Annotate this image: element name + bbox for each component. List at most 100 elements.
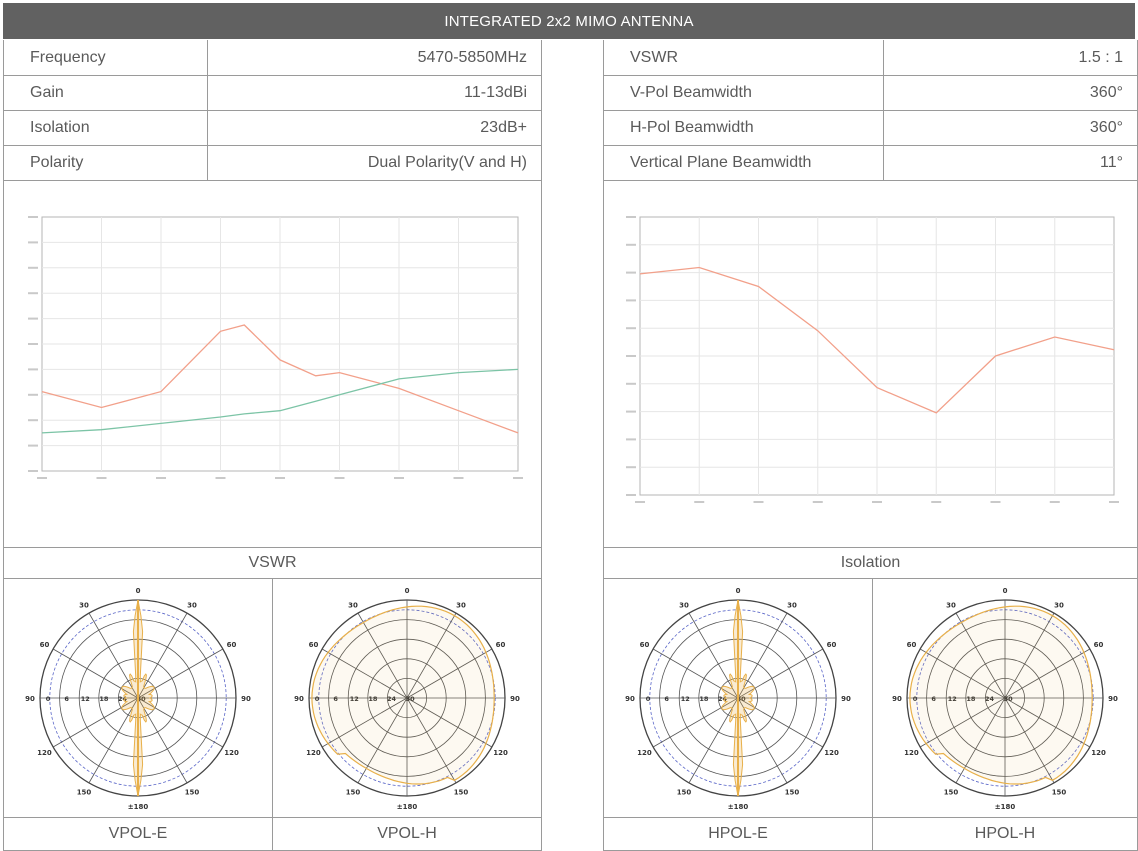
vswr-chart [28, 216, 523, 479]
polar-angle-label: 150 [1052, 789, 1067, 797]
polar-angle-label: 120 [493, 749, 508, 757]
series-line-1 [639, 266, 1115, 414]
polar-ring-label: 18 [368, 695, 378, 703]
polar-angle-label: 60 [907, 641, 917, 649]
polar-angle-label: 60 [227, 641, 237, 649]
polar-angle-label: 120 [37, 749, 52, 757]
polar-angle-label: 150 [185, 789, 200, 797]
isolation-caption: Isolation [603, 547, 1138, 579]
polar-angle-label: 90 [1108, 695, 1118, 703]
y-tick-label [626, 216, 636, 218]
polar-angle-label: 60 [40, 641, 50, 649]
x-tick-label [990, 501, 1001, 503]
spec-left-value: 23dB+ [480, 118, 527, 136]
spec-left-row: Gain 11-13dBi [3, 75, 542, 111]
y-tick-label [626, 271, 636, 274]
y-tick-label [28, 393, 38, 396]
spec-left-label: Frequency [3, 40, 208, 75]
polar-angle-label: 60 [827, 641, 837, 649]
spec-right-value: 11° [1099, 153, 1123, 171]
spec-left-label: Isolation [3, 110, 208, 145]
polar-angle-label: 60 [1094, 641, 1104, 649]
polar-grid [308, 599, 506, 797]
polar-ring-label: 24 [387, 695, 397, 703]
polar-ring-label: 30 [137, 695, 147, 703]
y-tick-label [626, 466, 636, 469]
spec-left-label: Gain [3, 75, 208, 110]
x-tick-label [872, 501, 882, 503]
spec-right-value: 360° [1089, 118, 1123, 136]
polar-angle-label: 90 [25, 695, 35, 703]
x-tick-label [215, 477, 226, 479]
polar-angle-label: 120 [637, 749, 652, 757]
vpol-e-polar-plot: 0 30 30 60 60 90 90 120 120 150 150 ±180 0 6 12 18 24 30 [25, 587, 251, 811]
x-tick-label [753, 501, 764, 503]
vswr-caption: VSWR [3, 547, 542, 579]
polar-angle-label: 90 [892, 695, 902, 703]
vpol-h-caption: VPOL-H [272, 817, 542, 851]
y-tick-label [28, 470, 38, 472]
series-line-2 [41, 368, 519, 434]
polar-angle-label: 150 [944, 789, 959, 797]
polar-ring-label: 0 [913, 695, 918, 703]
x-tick-label [635, 501, 645, 503]
x-tick-label [37, 477, 47, 479]
x-tick-label [694, 501, 705, 503]
spec-right-row: VSWR 1.5 : 1 [603, 40, 1138, 76]
polar-angle-label: 90 [841, 695, 851, 703]
polar-grid [906, 599, 1104, 797]
polar-angle-label: ±180 [728, 803, 749, 811]
polar-angle-label: 150 [77, 789, 92, 797]
hpol-h-polar-plot: 0 30 30 60 60 90 90 120 120 150 150 ±180 0 6 12 18 24 30 [892, 587, 1118, 811]
polar-angle-label: 30 [79, 601, 89, 609]
x-tick-label [513, 477, 523, 479]
y-tick-label [28, 368, 38, 371]
polar-ring-label: 12 [350, 695, 359, 703]
y-tick-label [626, 299, 636, 302]
x-tick-label [96, 477, 107, 479]
polar-angle-label: 90 [294, 695, 304, 703]
spec-left-value: 5470-5850MHz [417, 48, 527, 66]
polar-angle-label: 120 [904, 749, 919, 757]
polar-angle-label: 120 [306, 749, 321, 757]
polar-angle-label: 120 [224, 749, 239, 757]
polar-angle-label: 90 [241, 695, 251, 703]
y-tick-label [28, 317, 38, 320]
x-tick-label [275, 477, 285, 479]
polar-ring-label: 24 [718, 695, 728, 703]
polar-angle-label: 30 [946, 601, 956, 609]
polar-ring-label: 18 [99, 695, 109, 703]
polar-spoke [955, 612, 1055, 784]
polar-angle-label: 30 [187, 601, 197, 609]
polar-ring-label: 6 [664, 695, 669, 703]
vpol-e-caption: VPOL-E [3, 817, 273, 851]
x-tick-label [334, 477, 345, 479]
x-tick-label [931, 501, 942, 503]
polar-ring-label: 0 [646, 695, 651, 703]
spec-left-value: Dual Polarity(V and H) [367, 153, 527, 171]
polar-angle-label: 30 [1054, 601, 1064, 609]
y-tick-label [626, 243, 636, 246]
radiation-pattern [311, 605, 495, 785]
polar-angle-label: ±180 [995, 803, 1016, 811]
spec-right-label: Vertical Plane Beamwidth [603, 145, 884, 180]
polar-ring-label: 0 [315, 695, 320, 703]
polar-ring-label: 6 [931, 695, 936, 703]
x-tick-label [812, 501, 823, 503]
y-tick-label [28, 444, 38, 447]
polar-angle-label: 60 [309, 641, 319, 649]
spec-right-label: H-Pol Beamwidth [603, 110, 884, 145]
polar-ring-label: 12 [681, 695, 690, 703]
spec-right-value: 1.5 : 1 [1078, 48, 1123, 66]
polar-angle-label: 120 [1091, 749, 1106, 757]
polar-ring-label: 18 [699, 695, 709, 703]
polar-angle-label: 30 [348, 601, 358, 609]
polar-ring-label: 0 [46, 695, 51, 703]
polar-ring-label: 24 [118, 695, 128, 703]
polar-ring-label: 30 [406, 695, 416, 703]
x-tick-label [394, 477, 404, 479]
polar-angle-label: 30 [456, 601, 466, 609]
y-tick-label [626, 438, 636, 441]
y-tick-label [28, 266, 38, 269]
y-tick-label [626, 494, 636, 496]
